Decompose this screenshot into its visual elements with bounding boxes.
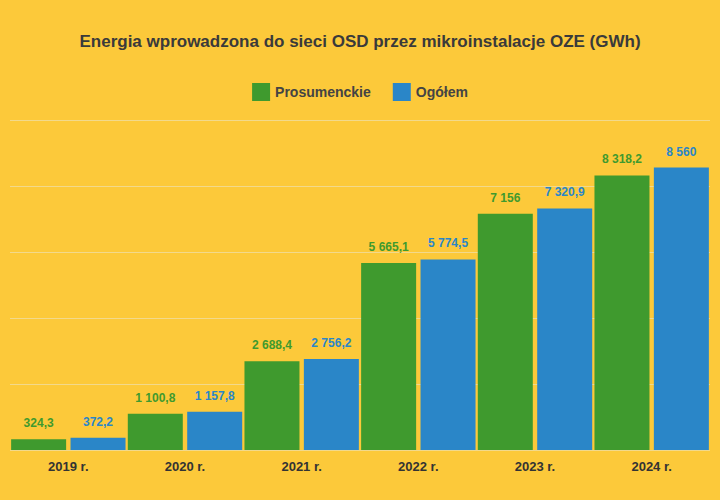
svg-text:8 318,2: 8 318,2 (602, 152, 642, 166)
svg-text:1 157,8: 1 157,8 (195, 389, 235, 403)
svg-text:372,2: 372,2 (83, 415, 113, 429)
svg-text:5 774,5: 5 774,5 (428, 236, 468, 250)
svg-text:8 560: 8 560 (666, 145, 696, 159)
svg-text:2019 r.: 2019 r. (48, 459, 89, 474)
svg-text:Energia wprowadzona do sieci O: Energia wprowadzona do sieci OSD przez m… (79, 32, 640, 51)
svg-text:324,3: 324,3 (24, 416, 54, 430)
svg-text:2023 r.: 2023 r. (515, 459, 556, 474)
svg-text:5 665,1: 5 665,1 (369, 240, 409, 254)
svg-text:2022 r.: 2022 r. (398, 459, 439, 474)
svg-text:7 320,9: 7 320,9 (545, 185, 585, 199)
svg-text:Ogółem: Ogółem (416, 84, 468, 100)
svg-text:2021 r.: 2021 r. (281, 459, 322, 474)
svg-text:7 156: 7 156 (490, 191, 520, 205)
svg-text:2024 r.: 2024 r. (631, 459, 672, 474)
svg-text:2020 r.: 2020 r. (165, 459, 206, 474)
svg-text:2 756,2: 2 756,2 (311, 336, 351, 350)
svg-text:2 688,4: 2 688,4 (252, 338, 292, 352)
svg-text:Prosumenckie: Prosumenckie (275, 84, 371, 100)
svg-text:1 100,8: 1 100,8 (135, 391, 175, 405)
